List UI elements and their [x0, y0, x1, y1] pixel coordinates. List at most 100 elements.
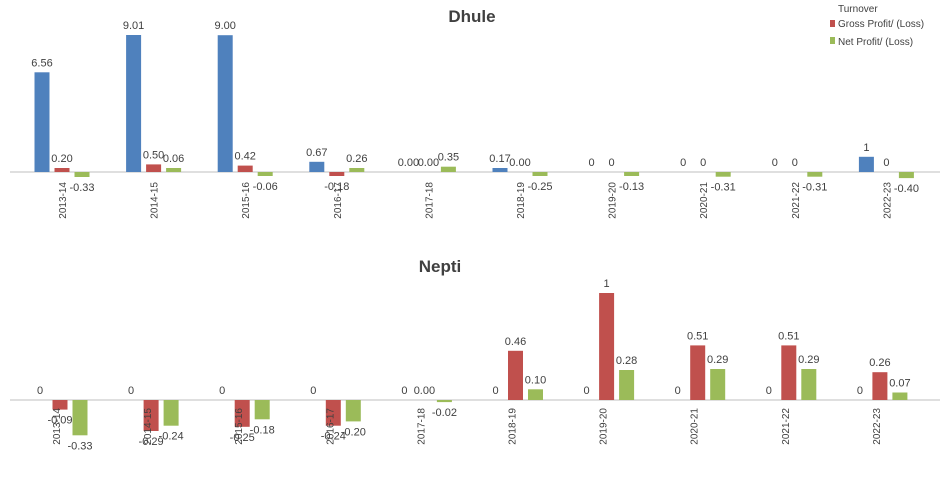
dhule-data-label-net-profit-loss-2016-17: 0.26: [346, 153, 367, 165]
dhule-data-label-gross-profit-loss-2019-20: 0: [609, 157, 615, 169]
dhule-bar-turnover-2022-23: [858, 156, 874, 172]
dhule-bar-net-profit-loss-2014-15: [166, 168, 182, 172]
nepti-data-label-gross-profit-loss-2020-21: 0.51: [687, 330, 708, 342]
nepti-data-label-net-profit-loss-2021-22: 0.29: [798, 354, 819, 366]
nepti-data-label-net-profit-loss-2018-19: 0.10: [525, 374, 546, 386]
dhule-tick-label-2015-16: 2015-16: [241, 182, 252, 219]
dhule-bar-net-profit-loss-2022-23: [898, 172, 914, 179]
dhule-data-label-gross-profit-loss-2018-19: 0.00: [509, 157, 530, 169]
nepti-tick-label-2013-14: 2013-14: [52, 408, 63, 445]
nepti-bar-net-profit-loss-2022-23: [892, 392, 908, 400]
nepti-data-label-net-profit-loss-2020-21: 0.29: [707, 354, 728, 366]
dhule-data-label-gross-profit-loss-2014-15: 0.50: [143, 149, 164, 161]
dhule-bar-net-profit-loss-2021-22: [807, 172, 823, 177]
dhule-data-label-turnover-2019-20: 0: [589, 157, 595, 169]
dhule-data-label-gross-profit-loss-2017-18: 0.00: [418, 157, 439, 169]
nepti-tick-label-2020-21: 2020-21: [690, 408, 701, 445]
dhule-data-label-net-profit-loss-2015-16: -0.06: [253, 181, 278, 193]
nepti-data-label-turnover-2017-18: 0: [401, 385, 407, 397]
dhule-data-label-net-profit-loss-2020-21: -0.31: [711, 182, 736, 194]
nepti-bar-gross-profit-loss-2016-17: [325, 400, 341, 426]
dhule-bar-gross-profit-loss-2016-17: [329, 172, 345, 176]
dhule-data-label-gross-profit-loss-2016-17: -0.18: [324, 181, 349, 193]
chart-title-nepti: Nepti: [419, 257, 462, 276]
dhule-data-label-turnover-2021-22: 0: [772, 157, 778, 169]
nepti-data-label-net-profit-loss-2013-14: -0.33: [67, 440, 92, 452]
dhule-tick-label-2013-14: 2013-14: [58, 182, 69, 219]
dhule-tick-label-2022-23: 2022-23: [882, 182, 893, 219]
chart-panel-nepti: 0-0.09-0.332013-140-0.29-0.242014-150-0.…: [10, 278, 940, 452]
nepti-data-label-net-profit-loss-2014-15: -0.24: [159, 431, 184, 443]
dhule-data-label-gross-profit-loss-2013-14: 0.20: [51, 153, 72, 165]
nepti-bar-gross-profit-loss-2019-20: [599, 293, 615, 400]
nepti-data-label-gross-profit-loss-2019-20: 1: [604, 278, 610, 290]
nepti-bar-gross-profit-loss-2020-21: [690, 345, 706, 400]
dhule-tick-label-2016-17: 2016-17: [333, 182, 344, 219]
nepti-data-label-gross-profit-loss-2013-14: -0.09: [47, 415, 72, 427]
dhule-data-label-net-profit-loss-2018-19: -0.25: [527, 181, 552, 193]
nepti-bar-net-profit-loss-2014-15: [163, 400, 179, 426]
dhule-bar-turnover-2013-14: [34, 72, 50, 172]
dhule-bar-turnover-2016-17: [309, 161, 325, 172]
nepti-bar-net-profit-loss-2021-22: [801, 369, 817, 400]
dhule-data-label-gross-profit-loss-2015-16: 0.42: [234, 151, 255, 163]
dhule-data-label-turnover-2020-21: 0: [680, 157, 686, 169]
nepti-tick-label-2018-19: 2018-19: [508, 408, 519, 445]
nepti-bar-net-profit-loss-2017-18: [436, 400, 452, 403]
dhule-data-label-turnover-2014-15: 9.01: [123, 20, 144, 32]
nepti-data-label-gross-profit-loss-2017-18: 0.00: [414, 385, 435, 397]
nepti-data-label-turnover-2018-19: 0: [492, 385, 498, 397]
nepti-data-label-net-profit-loss-2019-20: 0.28: [616, 355, 637, 367]
nepti-bar-net-profit-loss-2018-19: [528, 389, 543, 400]
nepti-data-label-turnover-2019-20: 0: [584, 385, 590, 397]
nepti-data-label-turnover-2021-22: 0: [766, 385, 772, 397]
nepti-data-label-turnover-2016-17: 0: [310, 385, 316, 397]
dhule-data-label-net-profit-loss-2013-14: -0.33: [69, 182, 94, 194]
nepti-data-label-turnover-2022-23: 0: [857, 385, 863, 397]
nepti-tick-label-2017-18: 2017-18: [416, 408, 427, 445]
dhule-bar-net-profit-loss-2020-21: [715, 172, 731, 177]
nepti-bar-gross-profit-loss-2022-23: [872, 372, 888, 400]
nepti-bar-net-profit-loss-2020-21: [710, 369, 726, 400]
nepti-bar-net-profit-loss-2016-17: [345, 400, 361, 422]
dhule-data-label-turnover-2013-14: 6.56: [31, 57, 52, 69]
dhule-bar-net-profit-loss-2015-16: [257, 172, 273, 176]
nepti-bar-gross-profit-loss-2018-19: [508, 350, 523, 400]
dhule-data-label-net-profit-loss-2021-22: -0.31: [802, 182, 827, 194]
dhule-data-label-turnover-2015-16: 9.00: [214, 20, 235, 32]
dhule-data-label-net-profit-loss-2014-15: 0.06: [163, 153, 184, 165]
nepti-data-label-gross-profit-loss-2016-17: -0.24: [321, 431, 346, 443]
nepti-data-label-gross-profit-loss-2018-19: 0.46: [505, 336, 526, 348]
nepti-data-label-turnover-2013-14: 0: [37, 385, 43, 397]
nepti-bar-net-profit-loss-2013-14: [72, 400, 88, 436]
nepti-data-label-turnover-2014-15: 0: [128, 385, 134, 397]
nepti-tick-label-2016-17: 2016-17: [325, 408, 336, 445]
nepti-data-label-net-profit-loss-2016-17: -0.20: [341, 426, 366, 438]
dhule-bar-gross-profit-loss-2013-14: [54, 168, 70, 172]
nepti-data-label-turnover-2020-21: 0: [675, 385, 681, 397]
legend-label-net-profit: Net Profit/ (Loss): [838, 37, 913, 48]
dhule-tick-label-2021-22: 2021-22: [791, 182, 802, 219]
nepti-data-label-net-profit-loss-2015-16: -0.18: [250, 424, 275, 436]
legend-label-gross-profit: Gross Profit/ (Loss): [838, 19, 924, 30]
legend-swatch-gross-profit: [830, 20, 835, 27]
dhule-bar-net-profit-loss-2013-14: [74, 172, 90, 177]
dhule-data-label-net-profit-loss-2022-23: -0.40: [894, 183, 919, 195]
dhule-bar-turnover-2018-19: [492, 168, 508, 172]
dhule-bar-net-profit-loss-2019-20: [624, 172, 640, 176]
chart-title-dhule: Dhule: [448, 7, 495, 26]
dhule-bar-net-profit-loss-2017-18: [440, 166, 456, 172]
dhule-data-label-net-profit-loss-2017-18: 0.35: [438, 152, 459, 164]
nepti-data-label-gross-profit-loss-2015-16: -0.25: [230, 432, 255, 444]
nepti-data-label-net-profit-loss-2017-18: -0.02: [432, 407, 457, 419]
dhule-data-label-turnover-2022-23: 1: [863, 142, 869, 154]
nepti-tick-label-2019-20: 2019-20: [599, 408, 610, 445]
legend: Turnover Gross Profit/ (Loss) Net Profit…: [830, 4, 924, 48]
dhule-tick-label-2017-18: 2017-18: [424, 182, 435, 219]
dhule-data-label-turnover-2018-19: 0.17: [489, 153, 510, 165]
dhule-tick-label-2014-15: 2014-15: [150, 182, 161, 219]
nepti-tick-label-2014-15: 2014-15: [143, 408, 154, 445]
nepti-data-label-gross-profit-loss-2022-23: 0.26: [869, 357, 890, 369]
